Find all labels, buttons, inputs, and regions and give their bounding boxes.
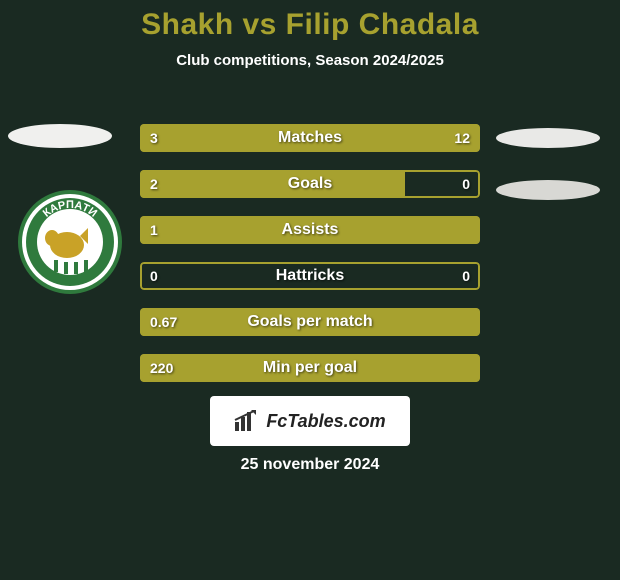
stat-row: 220Min per goal [140,354,480,382]
stat-row: 20Goals [140,170,480,198]
stat-label: Matches [140,124,480,152]
stat-row: 0.67Goals per match [140,308,480,336]
stat-row: 1Assists [140,216,480,244]
player-left-placeholder [8,124,112,148]
fctables-badge: FcTables.com [210,396,410,446]
stat-label: Goals [140,170,480,198]
page-title: Shakh vs Filip Chadala [0,0,620,42]
stat-row: 00Hattricks [140,262,480,290]
date-label: 25 november 2024 [0,456,620,474]
player-right-placeholder-1 [496,128,600,148]
club-badge-icon: КАРПАТИ [18,178,122,306]
stat-row: 312Matches [140,124,480,152]
stat-label: Goals per match [140,308,480,336]
infographic: Shakh vs Filip Chadala Club competitions… [0,0,620,580]
stat-label: Min per goal [140,354,480,382]
stat-label: Hattricks [140,262,480,290]
fctables-label: FcTables.com [266,411,385,432]
stat-label: Assists [140,216,480,244]
subtitle: Club competitions, Season 2024/2025 [0,52,620,69]
player-right-placeholder-2 [496,180,600,200]
fctables-icon [234,410,260,432]
